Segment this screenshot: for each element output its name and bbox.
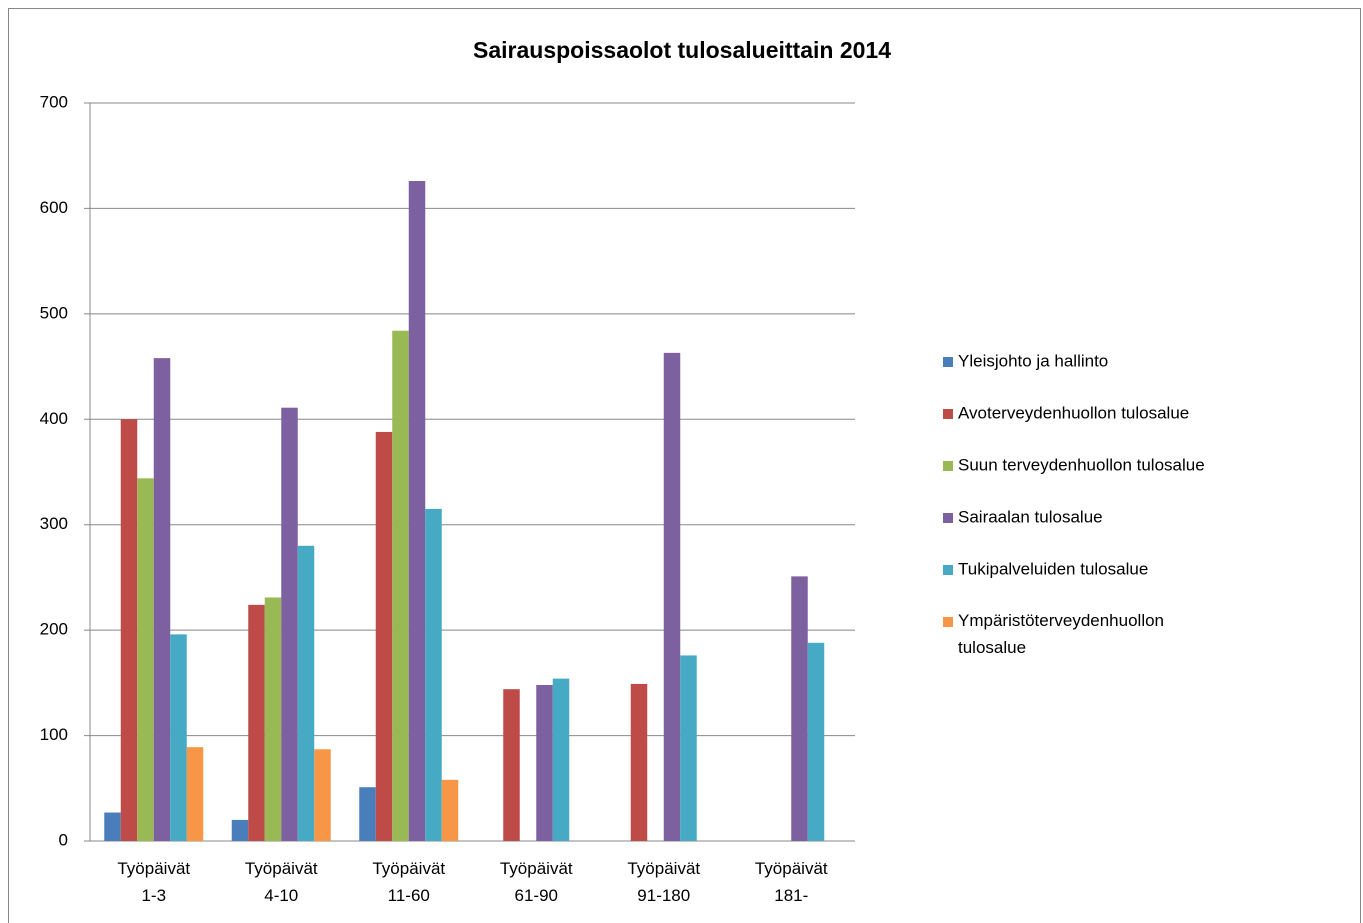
y-tick-label: 600 <box>40 198 68 217</box>
x-tick-label: Työpäivät 4-10 <box>245 859 318 905</box>
bar <box>248 604 265 841</box>
x-tick-label: Työpäivät 181- <box>755 859 828 905</box>
x-tick-label: Työpäivät 1-3 <box>117 859 190 905</box>
x-tick-label: Työpäivät 11-60 <box>372 859 445 905</box>
y-tick-label: 700 <box>40 92 68 111</box>
bar <box>503 689 520 841</box>
legend-swatch <box>943 409 953 419</box>
bar <box>297 545 315 841</box>
legend-swatch <box>943 357 953 367</box>
bar <box>186 747 204 841</box>
legend-swatch <box>943 513 953 523</box>
legend-label: Sairaalan tulosalue <box>958 507 1103 526</box>
y-tick-label: 300 <box>40 514 68 533</box>
y-tick-label: 400 <box>40 409 68 428</box>
y-tick-label: 0 <box>59 830 68 849</box>
bar <box>281 407 298 841</box>
bar <box>408 181 426 841</box>
chart-frame <box>8 8 1361 923</box>
legend-label: Yleisjohto ja hallinto <box>958 351 1108 370</box>
legend-swatch <box>943 617 953 627</box>
bar <box>663 352 681 841</box>
bar <box>104 812 121 841</box>
x-tick-label: Työpäivät 91-180 <box>627 859 700 905</box>
bar <box>120 419 138 841</box>
legend-swatch <box>943 461 953 471</box>
bar <box>680 655 697 841</box>
bar <box>314 749 331 841</box>
bar <box>536 684 553 841</box>
bar <box>807 642 825 841</box>
legend-swatch <box>943 565 953 575</box>
legend-label: Suun terveydenhuollon tulosalue <box>958 455 1205 474</box>
bar <box>137 478 154 841</box>
y-tick-label: 200 <box>40 620 68 639</box>
bar <box>375 431 393 841</box>
y-tick-label: 500 <box>40 303 68 322</box>
bar <box>791 576 808 841</box>
bar <box>552 678 570 841</box>
chart-title: Sairauspoissaolot tulosalueittain 2014 <box>473 37 891 63</box>
bar <box>441 779 459 841</box>
bar <box>153 358 171 841</box>
bar <box>392 330 409 841</box>
legend-label: Ympäristöterveydenhuollon tulosalue <box>958 611 1164 657</box>
bar <box>359 787 376 841</box>
y-tick-label: 100 <box>40 725 68 744</box>
bar <box>425 508 442 841</box>
bar <box>630 683 648 841</box>
bar <box>231 819 249 841</box>
legend-label: Avoterveydenhuollon tulosalue <box>958 403 1189 422</box>
x-tick-label: Työpäivät 61-90 <box>500 859 573 905</box>
bar <box>264 597 282 841</box>
legend-label: Tukipalveluiden tulosalue <box>958 559 1148 578</box>
bar <box>170 634 187 841</box>
